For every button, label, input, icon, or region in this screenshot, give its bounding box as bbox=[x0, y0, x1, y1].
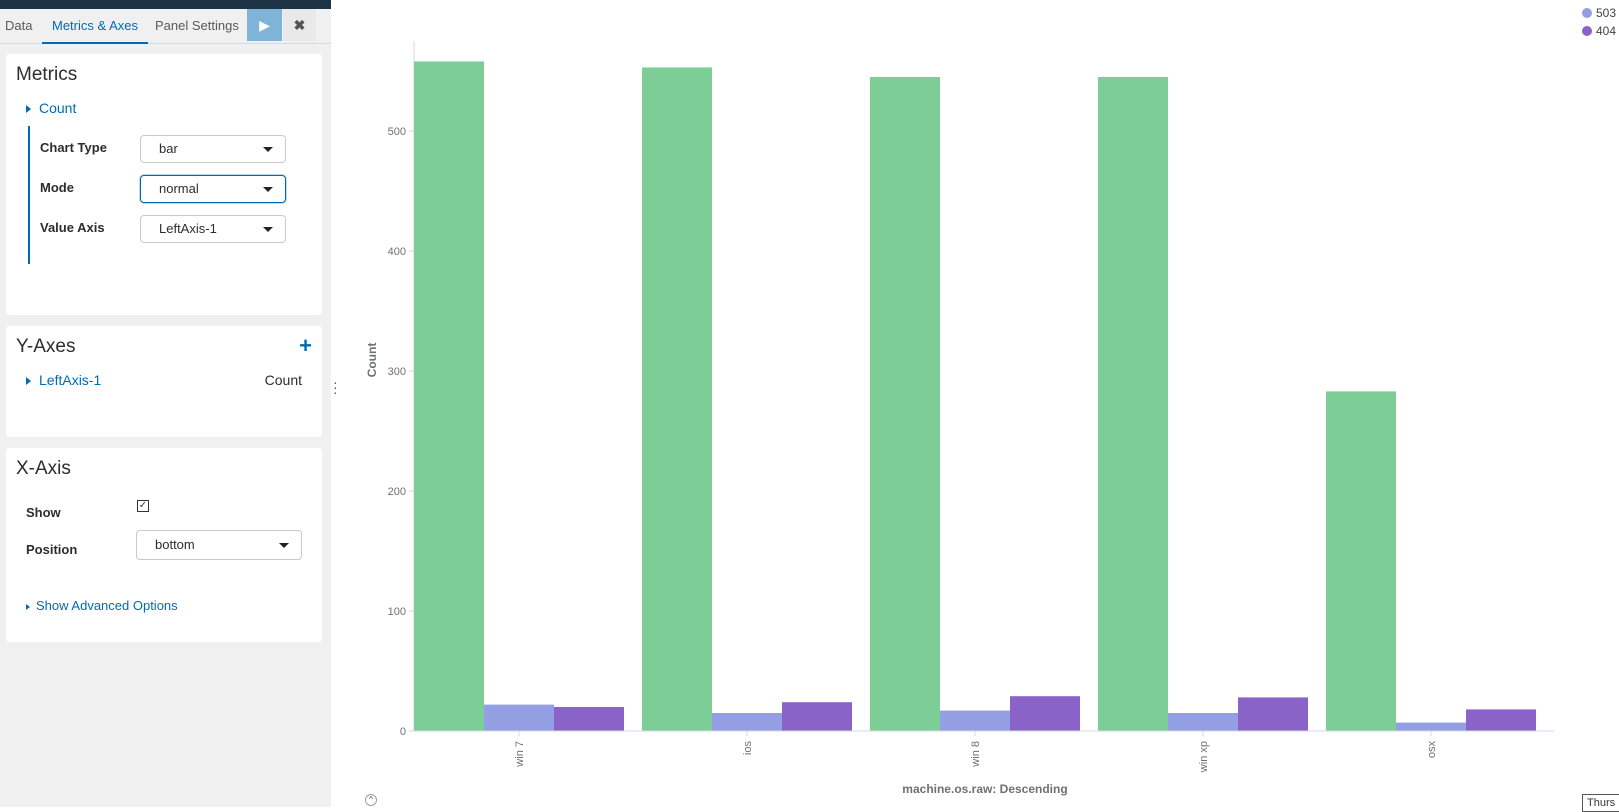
x-tick-label: win 7 bbox=[514, 741, 526, 768]
y-axis-title: Count bbox=[365, 343, 379, 378]
tab-data[interactable]: Data bbox=[5, 18, 33, 33]
value-axis-value: LeftAxis-1 bbox=[159, 221, 217, 236]
y-axes-title: Y-Axes bbox=[16, 336, 76, 357]
y-axis-item-label: LeftAxis-1 bbox=[39, 372, 102, 388]
x-axis-title: X-Axis bbox=[16, 458, 71, 479]
metric-config-rule bbox=[28, 126, 30, 264]
bar-series-503-osx[interactable] bbox=[1396, 722, 1466, 731]
bar-series-0-win-7[interactable] bbox=[414, 61, 484, 731]
bar-series-404-ios[interactable] bbox=[782, 702, 852, 731]
discard-changes-button[interactable]: ✖ bbox=[283, 9, 316, 41]
bar-series-404-osx[interactable] bbox=[1466, 709, 1536, 731]
metrics-panel: Metrics Count Chart Type bar Mode normal… bbox=[6, 54, 322, 315]
chart-type-value: bar bbox=[159, 141, 178, 156]
editor-sidebar: Data Metrics & Axes Panel Settings ▶ ✖ M… bbox=[0, 0, 331, 807]
chevron-down-icon bbox=[263, 187, 273, 192]
show-advanced-options-link[interactable]: Show Advanced Options bbox=[26, 598, 178, 613]
x-axis-title: machine.os.raw: Descending bbox=[902, 782, 1067, 796]
y-axes-panel: Y-Axes + LeftAxis-1 Count bbox=[6, 326, 322, 437]
legend-label-503[interactable]: 503 bbox=[1596, 6, 1616, 20]
value-axis-select[interactable]: LeftAxis-1 bbox=[140, 215, 286, 243]
bar-series-0-osx[interactable] bbox=[1326, 391, 1396, 731]
bar-series-0-win-8[interactable] bbox=[870, 77, 940, 731]
tab-panel-settings[interactable]: Panel Settings bbox=[155, 18, 239, 33]
chart-type-label: Chart Type bbox=[40, 140, 107, 155]
legend-swatch-404[interactable] bbox=[1582, 26, 1592, 36]
mode-value: normal bbox=[159, 181, 199, 196]
editor-tabs: Data Metrics & Axes Panel Settings bbox=[0, 9, 331, 44]
chevron-down-icon bbox=[263, 147, 273, 152]
bar-series-503-ios[interactable] bbox=[712, 713, 782, 731]
y-tick-label: 100 bbox=[388, 606, 406, 618]
value-axis-label: Value Axis bbox=[40, 220, 105, 235]
y-tick-label: 500 bbox=[388, 126, 406, 138]
y-tick-label: 400 bbox=[388, 246, 406, 258]
x-axis-position-label: Position bbox=[26, 542, 78, 557]
sidebar-top-strip bbox=[0, 0, 331, 9]
x-axis: win 7 ios win 8 win xp osx bbox=[414, 730, 1554, 773]
tab-metrics-axes[interactable]: Metrics & Axes bbox=[42, 9, 148, 44]
add-y-axis-button[interactable]: + bbox=[299, 333, 312, 358]
x-tick-label: win xp bbox=[1198, 741, 1210, 773]
bar-series-404-win-xp[interactable] bbox=[1238, 697, 1308, 731]
sidebar-resize-handle[interactable]: · · · bbox=[333, 374, 338, 400]
chevron-down-icon bbox=[263, 227, 273, 232]
mode-select[interactable]: normal bbox=[140, 175, 286, 203]
collapse-icon[interactable]: ^ bbox=[365, 794, 377, 806]
y-tick-label: 200 bbox=[388, 486, 406, 498]
y-axis: 0 100 200 300 400 500 bbox=[388, 41, 415, 738]
x-axis-panel: X-Axis Show ✓ Position bottom Show Advan… bbox=[6, 448, 322, 642]
legend-label-404[interactable]: 404 bbox=[1596, 24, 1616, 38]
x-tick-label: ios bbox=[742, 741, 754, 756]
play-icon: ▶ bbox=[259, 16, 270, 33]
legend-swatch-503[interactable] bbox=[1582, 8, 1592, 18]
y-tick-label: 300 bbox=[388, 366, 406, 378]
metric-count-toggle[interactable]: Count bbox=[26, 100, 76, 116]
bar-series-0-ios[interactable] bbox=[642, 67, 712, 731]
bar-series-503-win-7[interactable] bbox=[484, 704, 554, 731]
close-icon: ✖ bbox=[293, 16, 306, 33]
bar-series-0-win-xp[interactable] bbox=[1098, 77, 1168, 731]
chart-type-select[interactable]: bar bbox=[140, 135, 286, 163]
caret-right-icon bbox=[26, 377, 31, 386]
y-tick-label: 0 bbox=[400, 726, 406, 738]
bar-series-503-win-xp[interactable] bbox=[1168, 713, 1238, 731]
x-axis-show-checkbox[interactable]: ✓ bbox=[137, 500, 149, 512]
bar-series-404-win-7[interactable] bbox=[554, 707, 624, 731]
bar-series-503-win-8[interactable] bbox=[940, 710, 1010, 731]
apply-changes-button[interactable]: ▶ bbox=[247, 9, 282, 41]
x-axis-position-select[interactable]: bottom bbox=[136, 530, 302, 560]
x-tick-label: osx bbox=[1426, 741, 1438, 759]
bars bbox=[414, 61, 1536, 731]
checkmark-icon: ✓ bbox=[138, 500, 148, 511]
show-advanced-options-label: Show Advanced Options bbox=[36, 598, 178, 613]
mode-label: Mode bbox=[40, 180, 74, 195]
caret-right-icon bbox=[26, 105, 31, 114]
x-axis-position-value: bottom bbox=[155, 537, 195, 552]
bar-series-404-win-8[interactable] bbox=[1010, 696, 1080, 731]
chevron-down-icon bbox=[279, 543, 289, 548]
caret-right-icon bbox=[26, 603, 30, 610]
time-badge: Thurs bbox=[1582, 794, 1619, 812]
y-axis-toggle[interactable]: LeftAxis-1 bbox=[26, 372, 101, 388]
metric-count-label: Count bbox=[39, 100, 77, 116]
x-axis-show-label: Show bbox=[26, 505, 61, 520]
y-axis-item-value: Count bbox=[264, 372, 302, 388]
metrics-title: Metrics bbox=[16, 64, 78, 85]
x-tick-label: win 8 bbox=[970, 741, 982, 768]
